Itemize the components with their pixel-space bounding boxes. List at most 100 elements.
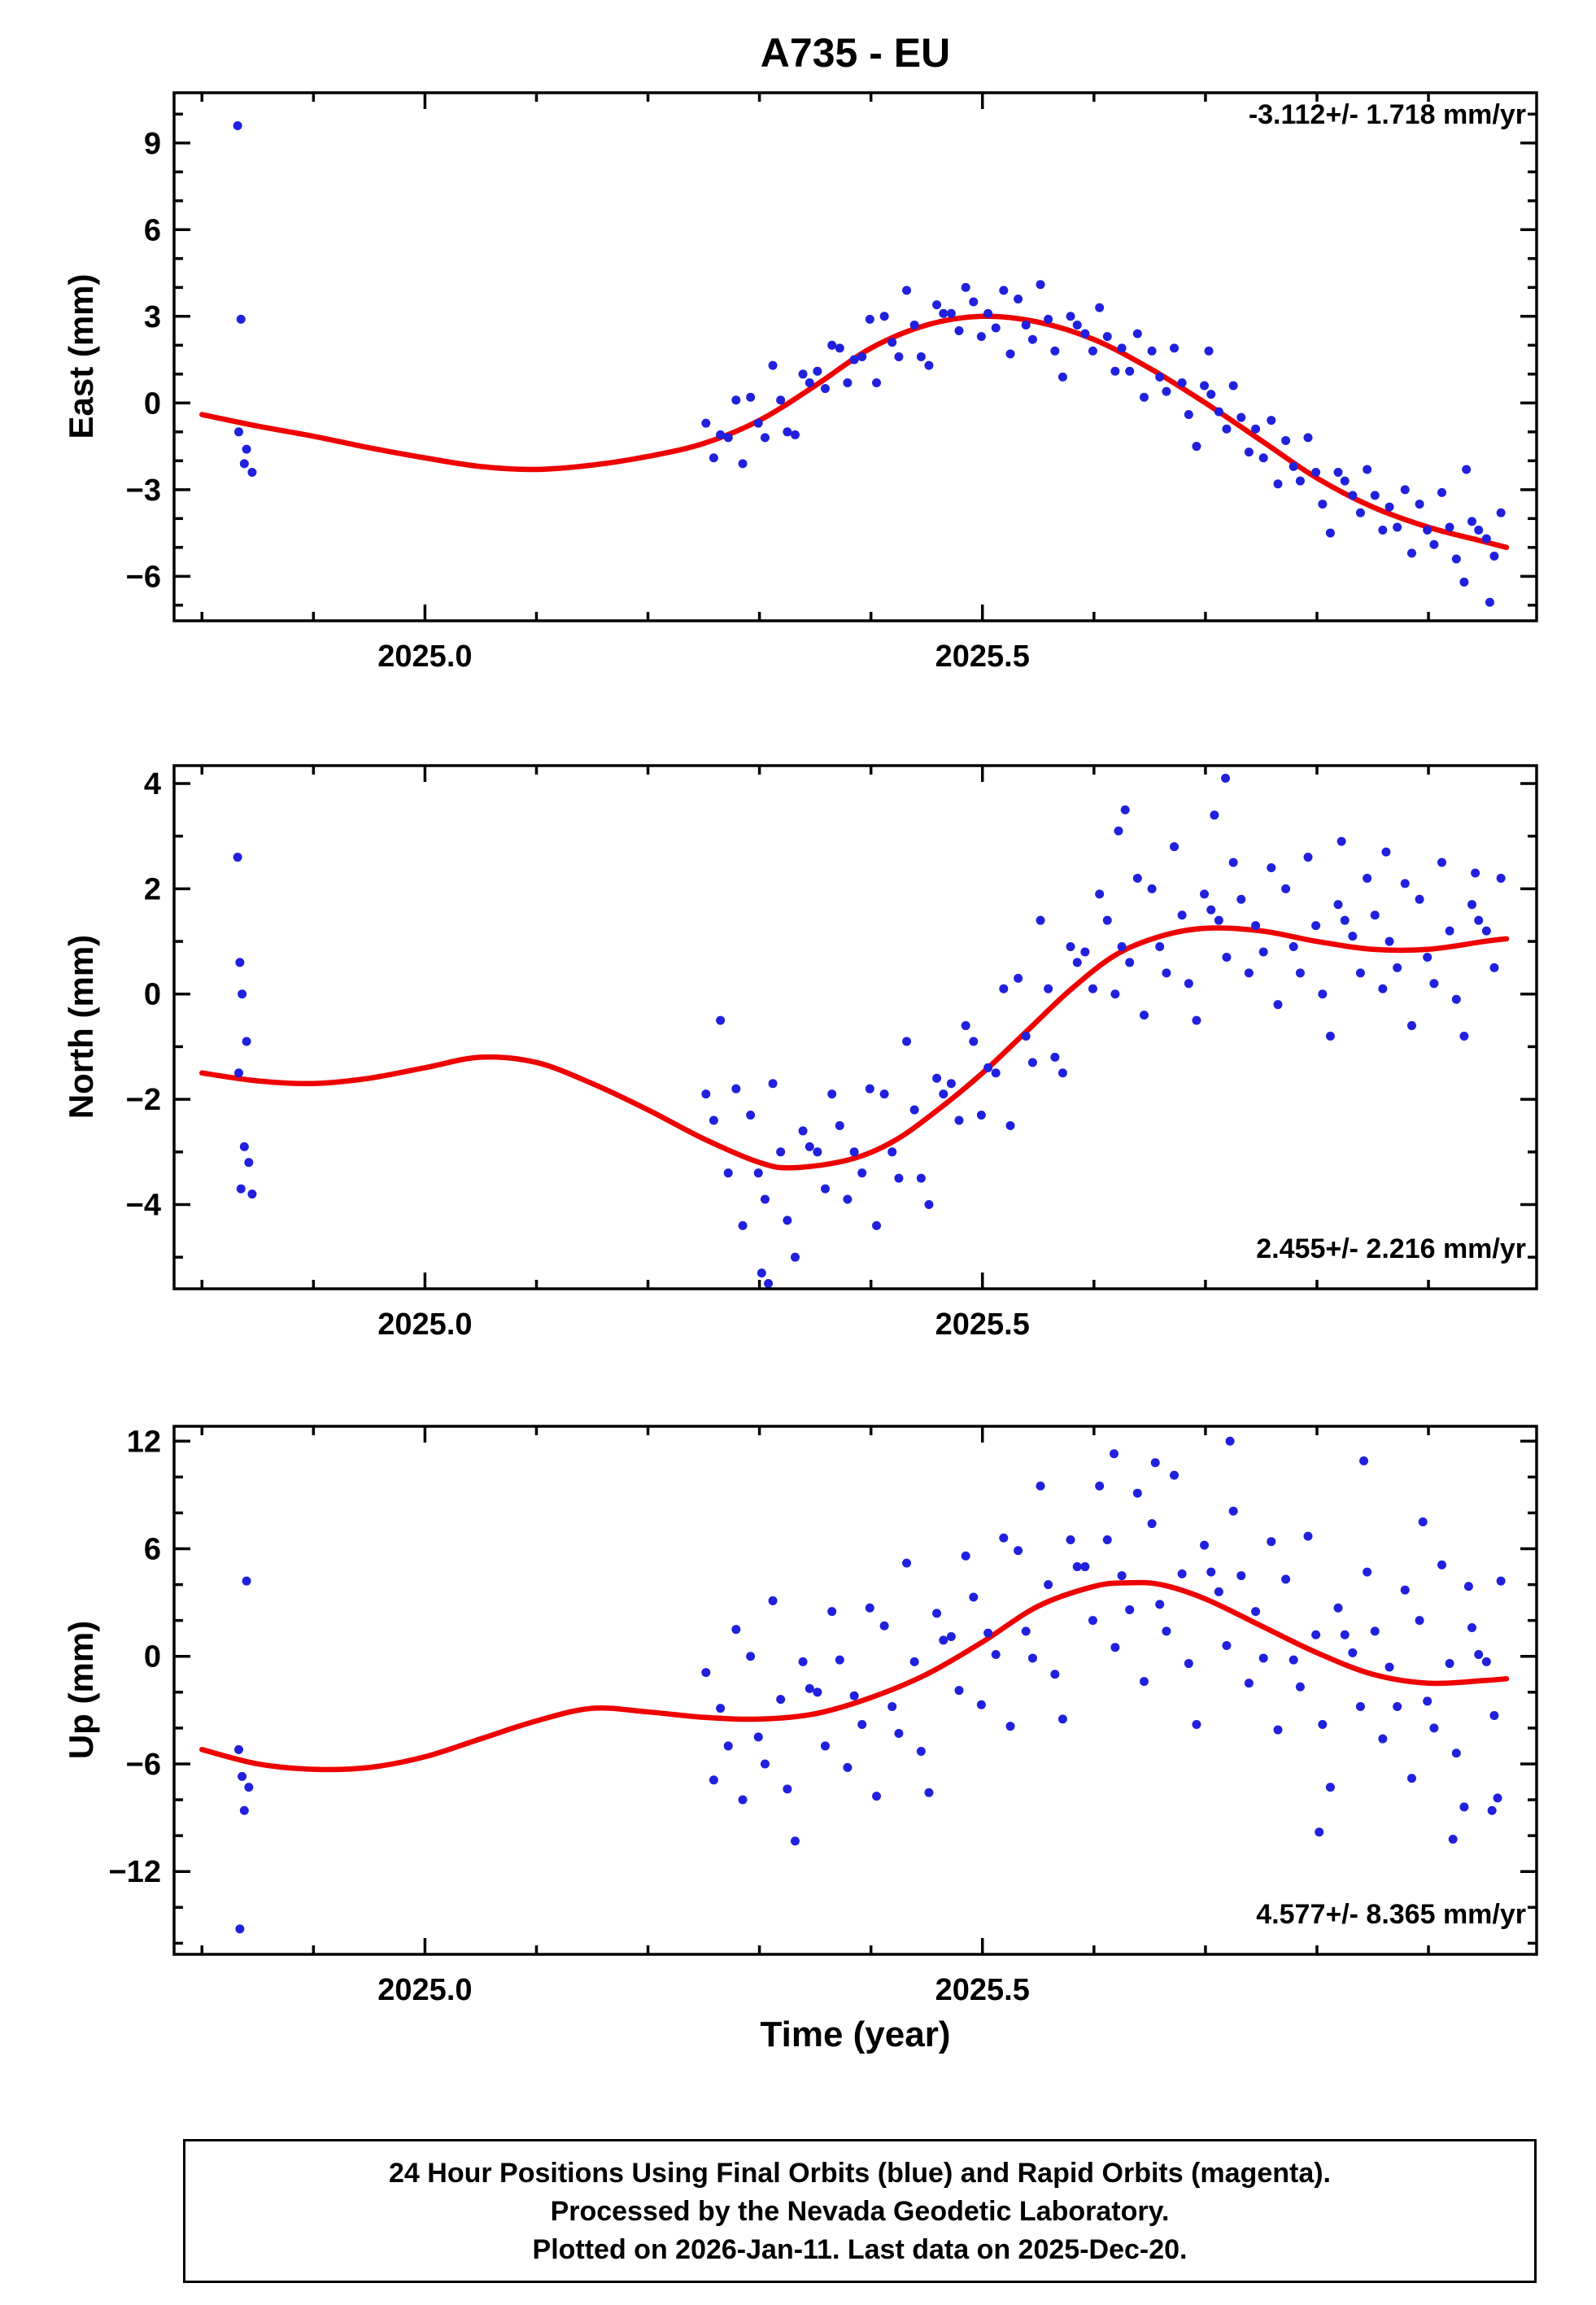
data-point bbox=[1225, 1436, 1235, 1446]
data-point bbox=[1381, 847, 1391, 857]
data-point bbox=[924, 1199, 934, 1209]
data-point bbox=[1406, 548, 1416, 558]
data-point bbox=[235, 1924, 245, 1934]
data-point bbox=[1027, 1653, 1037, 1663]
data-point bbox=[1445, 926, 1454, 936]
data-point bbox=[768, 1596, 778, 1605]
data-point bbox=[731, 395, 741, 405]
data-point bbox=[798, 1657, 808, 1666]
data-point bbox=[239, 1142, 249, 1151]
data-point bbox=[932, 1073, 942, 1083]
x-tick-label: 2025.5 bbox=[935, 640, 1030, 674]
data-point bbox=[1095, 303, 1105, 312]
x-axis-label: Time (year) bbox=[760, 2015, 951, 2054]
data-point bbox=[783, 1784, 792, 1794]
data-point bbox=[1162, 1626, 1171, 1636]
data-point bbox=[746, 1652, 756, 1661]
data-point bbox=[991, 323, 1001, 333]
data-point bbox=[1393, 1701, 1402, 1711]
data-point bbox=[1333, 900, 1343, 910]
data-point bbox=[946, 308, 956, 318]
data-point bbox=[999, 286, 1009, 295]
data-point bbox=[1251, 424, 1261, 434]
data-point bbox=[835, 1655, 844, 1665]
data-point bbox=[776, 1147, 786, 1157]
data-point bbox=[843, 1194, 853, 1204]
data-point bbox=[932, 1609, 942, 1618]
data-point bbox=[924, 360, 934, 370]
data-point bbox=[1481, 1657, 1491, 1666]
data-point bbox=[1487, 1805, 1497, 1815]
data-point bbox=[954, 326, 964, 336]
data-point bbox=[1066, 312, 1075, 321]
data-point bbox=[1177, 1569, 1187, 1578]
data-point bbox=[1005, 1120, 1015, 1130]
data-point bbox=[1423, 1696, 1432, 1706]
data-point bbox=[1050, 346, 1060, 356]
data-point bbox=[239, 459, 249, 469]
data-point bbox=[924, 1788, 934, 1797]
data-point bbox=[1273, 1000, 1283, 1010]
data-point bbox=[1355, 968, 1365, 978]
data-point bbox=[1258, 1653, 1268, 1663]
data-point bbox=[1459, 1031, 1469, 1041]
data-point bbox=[1415, 894, 1424, 904]
data-point bbox=[1496, 508, 1506, 517]
data-point bbox=[894, 352, 904, 361]
data-point bbox=[1311, 1630, 1321, 1639]
data-point bbox=[1385, 502, 1394, 512]
data-point bbox=[879, 312, 889, 321]
x-tick-label: 2025.0 bbox=[377, 640, 472, 674]
data-point bbox=[1102, 332, 1112, 342]
data-point bbox=[1066, 1534, 1075, 1544]
page-title: A735 - EU bbox=[760, 30, 951, 76]
data-point bbox=[969, 1592, 979, 1602]
caption-line-3: Plotted on 2026-Jan-11. Last data on 202… bbox=[532, 2233, 1188, 2265]
data-point bbox=[813, 1147, 822, 1157]
east-rate-annotation: -3.112+/- 1.718 mm/yr bbox=[1248, 99, 1526, 130]
data-point bbox=[1429, 979, 1439, 989]
data-point bbox=[1147, 346, 1157, 356]
data-point bbox=[757, 1268, 766, 1278]
data-point bbox=[827, 1607, 837, 1617]
data-point bbox=[1177, 378, 1187, 387]
y-tick-label: 0 bbox=[144, 1640, 161, 1674]
data-point bbox=[1050, 1052, 1060, 1062]
data-point bbox=[1311, 468, 1321, 478]
data-point bbox=[1267, 1537, 1276, 1547]
data-point bbox=[805, 1142, 814, 1151]
data-point bbox=[1162, 968, 1171, 978]
y-tick-label: 0 bbox=[144, 978, 161, 1012]
data-point bbox=[1236, 1571, 1246, 1581]
data-point bbox=[1378, 1734, 1388, 1744]
y-tick-label: 9 bbox=[144, 127, 161, 161]
data-point bbox=[1117, 1571, 1127, 1581]
data-point bbox=[1072, 1562, 1082, 1572]
data-point bbox=[1236, 894, 1246, 904]
data-point bbox=[1429, 1723, 1439, 1733]
data-point bbox=[1155, 372, 1165, 382]
data-point bbox=[857, 1168, 867, 1178]
up-rate-annotation: 4.577+/- 8.365 mm/yr bbox=[1256, 1899, 1526, 1930]
y-tick-label: −3 bbox=[126, 474, 161, 508]
data-point bbox=[1459, 1802, 1469, 1812]
data-point bbox=[247, 1190, 257, 1199]
data-point bbox=[1423, 952, 1432, 962]
data-point bbox=[753, 418, 763, 428]
data-point bbox=[1267, 862, 1276, 872]
data-point bbox=[916, 1747, 926, 1757]
data-point bbox=[857, 1719, 867, 1729]
data-point bbox=[1214, 915, 1223, 925]
data-point bbox=[1485, 597, 1494, 607]
data-point bbox=[1355, 1701, 1365, 1711]
data-point bbox=[1244, 968, 1254, 978]
data-point bbox=[843, 1762, 853, 1772]
data-point bbox=[1400, 879, 1410, 888]
data-point bbox=[760, 1759, 770, 1769]
data-point bbox=[983, 308, 993, 318]
data-point bbox=[1289, 461, 1298, 471]
y-tick-label: 3 bbox=[144, 300, 161, 334]
data-point bbox=[233, 120, 242, 130]
data-point bbox=[1036, 1481, 1045, 1491]
data-point bbox=[1355, 508, 1365, 517]
